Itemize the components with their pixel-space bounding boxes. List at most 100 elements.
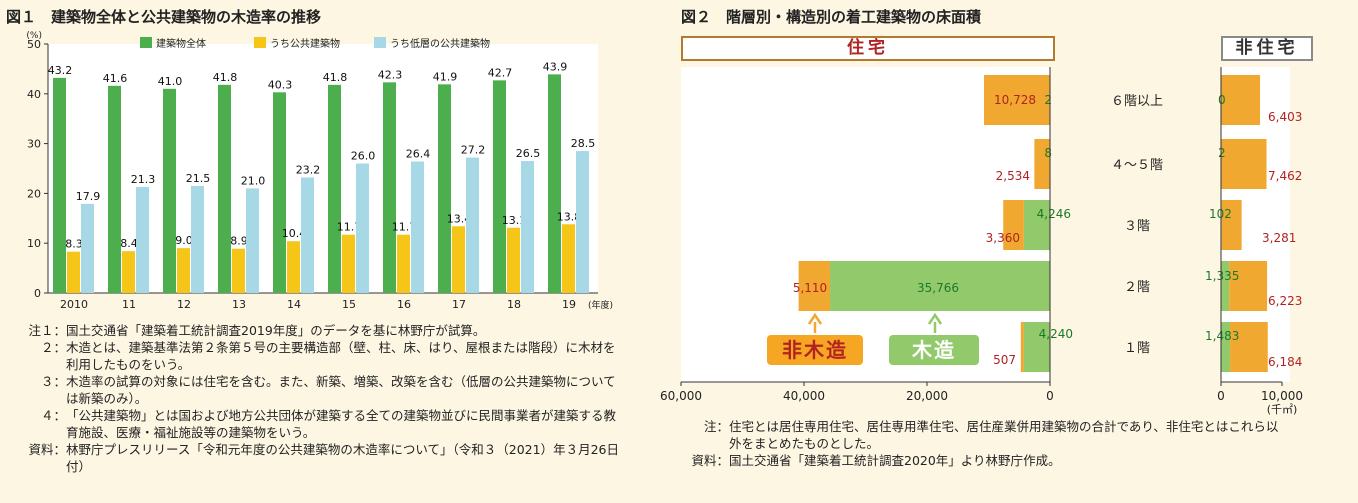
fig1-notes: 注１： 国土交通省「建築着工統計調査2019年度」のデータを基に林野庁が試算。 ２：… [14,322,626,475]
housing-wood-bar [1023,322,1050,372]
housing-tag: 住宅 [681,36,1055,61]
x-tick-label-1: 17 [452,298,466,311]
note-text: 住宅とは居住専用住宅、居住専用準住宅、居住産業併用建築物の合計であり、非住宅とは… [729,419,1279,451]
nonwood-label: 非木造 [767,335,863,365]
housing-nonwood-bar [1003,200,1024,250]
fig1-note: ４： 「公共建築物」とは国および地方公共団体が建築する全ての建築物並びに民間事業者… [14,407,626,441]
x-tick-label-2h: 0 [1046,389,1054,403]
data-label: 41.8 [323,71,348,84]
data-label: 8.4 [120,237,138,250]
housing-nonwood-label: 2,534 [996,169,1030,183]
data-label: 8.9 [230,235,248,248]
y-tick-label-1: 40 [27,88,41,101]
floor-category-label: ６階以上 [1111,94,1163,109]
data-label: 11.7 [392,221,417,234]
x-unit-label-2: (千㎡) [1267,403,1298,416]
note-label: ４： [40,408,66,423]
nonhousing-nonwood-label: 3,281 [1262,231,1296,245]
data-label: 26.0 [351,150,376,163]
bar-0 [163,88,176,293]
x-unit-label: (年度) [588,299,613,311]
data-label: 41.0 [158,75,183,88]
legend-swatch [254,37,266,48]
housing-wood-label: 35,766 [917,281,959,295]
bar-2 [246,188,259,293]
fig1-title: 図１ 建築物全体と公共建築物の木造率の推移 [6,8,322,26]
data-label: 13.8 [557,210,582,223]
bar-1 [397,234,410,293]
note-text: 木造とは、建築基準法第２条第５号の主要構造部（壁、柱、床、はり、屋根または階段）… [66,340,616,372]
data-label: 41.8 [213,71,238,84]
bar-1 [452,226,465,293]
data-label: 42.7 [488,66,513,79]
housing-nonwood-bar [1020,322,1024,372]
fig1-note: ２： 木造とは、建築基準法第２条第５号の主要構造部（壁、柱、床、はり、屋根または階… [14,339,626,373]
bar-0 [383,82,396,293]
note-text: 木造率の試算の対象には住宅を含む。また、新築、増築、改築を含む（低層の公共建築物… [66,374,616,406]
housing-nonwood-label: 5,110 [793,281,827,295]
nonhousing-nonwood-label: 6,223 [1268,294,1302,308]
fig2-notes: 注： 住宅とは居住専用住宅、居住専用準住宅、居住産業併用建築物の合計であり、非住宅… [681,418,1281,469]
data-label: 13.1 [502,214,527,227]
legend-swatch [374,37,386,48]
bar-2 [521,161,534,293]
note-label: ３： [40,374,66,389]
bar-0 [218,84,231,293]
y-tick-label-1: 10 [27,237,41,250]
nonhousing-nonwood-label: 6,184 [1268,355,1302,369]
floor-category-label: ４～５階 [1111,158,1163,173]
note-label: 注： [703,419,729,434]
note-label: ２： [40,340,66,355]
housing-wood-bar [1023,200,1050,250]
y-tick-label-1: 0 [34,287,41,300]
data-label: 21.0 [241,174,266,187]
nonhousing-wood-label: 2 [1218,146,1226,160]
fig2-note: 注： 住宅とは居住専用住宅、居住専用準住宅、居住産業併用建築物の合計であり、非住宅… [681,418,1281,452]
y-tick-label-1: 50 [27,38,41,51]
housing-nonwood-bar [1034,139,1050,189]
bar-0 [273,92,286,293]
nonhousing-wood-bar [1221,322,1231,372]
nonhousing-nonwood-label: 6,403 [1268,110,1302,124]
bar-1 [562,224,575,293]
note-label: 注１： [28,323,66,338]
housing-wood-label: 2 [1044,93,1052,107]
x-tick-label-1: 15 [342,298,356,311]
data-label: 9.0 [175,234,193,247]
x-tick-label-1: 16 [397,298,411,311]
data-label: 26.4 [406,148,431,161]
housing-nonwood-bar [798,261,831,311]
floor-category-label: ２階 [1124,280,1150,295]
note-label: 資料： [691,453,729,468]
y-tick-label-1: 30 [27,138,41,151]
fig1-note: 資料： 林野庁プレスリリース「令和元年度の公共建築物の木造率について」（令和３（2… [14,441,626,475]
housing-wood-label: 4,240 [1039,327,1073,341]
x-tick-label-2n: 10,000 [1261,389,1303,403]
data-label: 13.4 [447,212,472,225]
legend-entry: 建築物全体 [156,37,206,50]
bar-1 [507,227,520,293]
data-label: 23.2 [296,163,321,176]
housing-nonwood-label: 3,360 [986,231,1020,245]
floor-category-label: ３階 [1124,219,1150,234]
housing-wood-label: 4,246 [1037,207,1071,221]
bar-1 [287,241,300,293]
x-tick-label-1: 14 [287,298,301,311]
bar-0 [328,84,341,293]
bar-2 [411,161,424,293]
x-tick-label-2n: 0 [1217,389,1225,403]
housing-nonwood-bar [984,75,1050,125]
data-label: 43.9 [543,60,568,73]
nonhousing-nonwood-label: 7,462 [1268,169,1302,183]
bar-1 [342,234,355,293]
bar-2 [81,203,94,293]
note-text: 林野庁プレスリリース「令和元年度の公共建築物の木造率について」（令和３（2021… [66,442,619,474]
bar-2 [136,186,149,293]
data-label: 42.3 [378,68,403,81]
nonhousing-wood-bar [1221,261,1230,311]
bar-2 [356,163,369,293]
bar-1 [122,251,135,293]
housing-nonwood-label: 507 [993,353,1016,367]
x-tick-label-1: 2010 [60,298,88,311]
